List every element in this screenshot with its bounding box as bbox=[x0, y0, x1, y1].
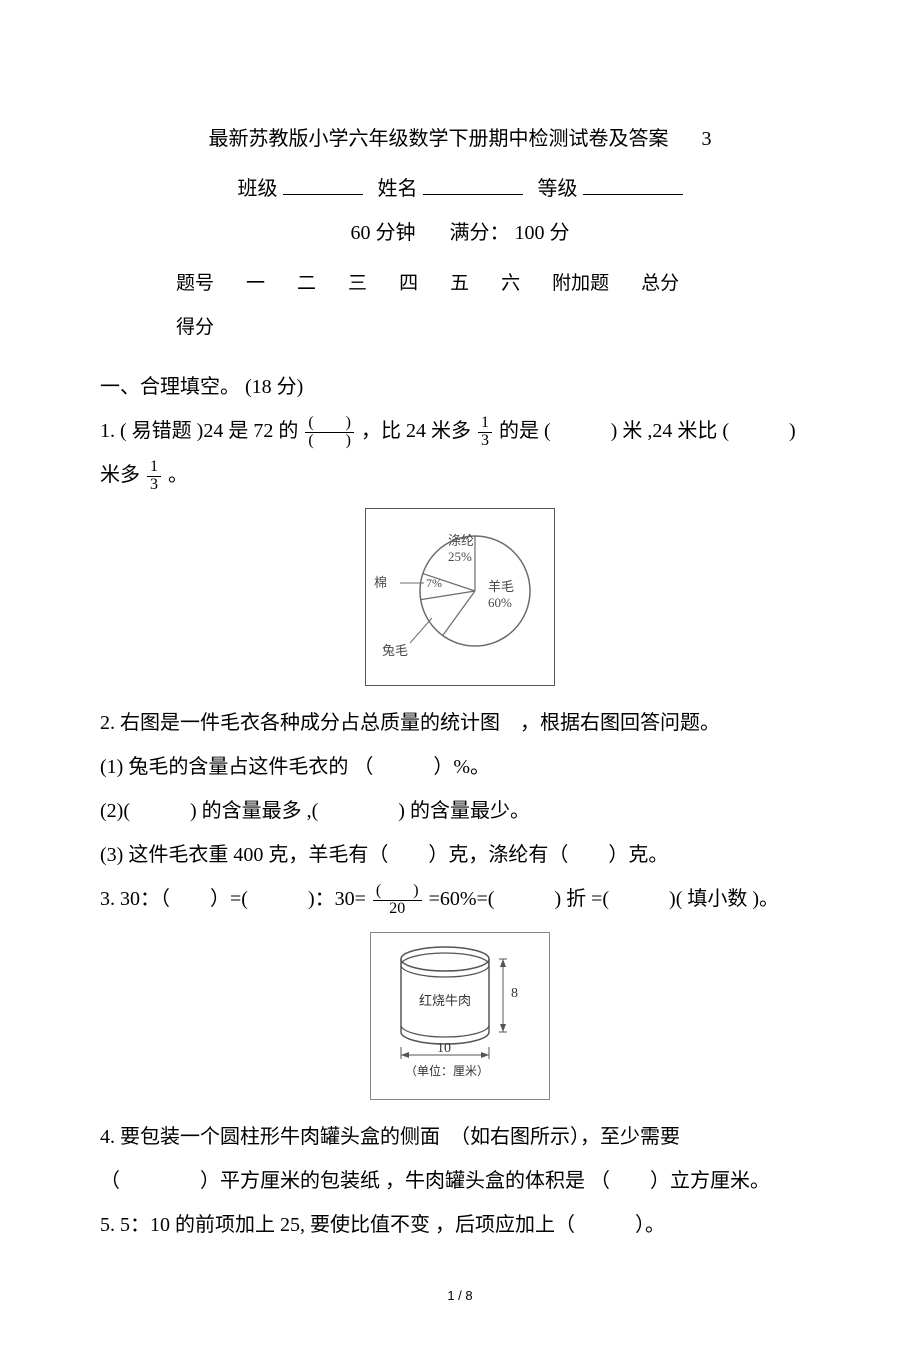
pie-label-dacron: 涤纶 bbox=[448, 533, 474, 548]
q3-frac-den: 20 bbox=[373, 901, 422, 918]
pie-sep-rabbit-end bbox=[421, 591, 475, 600]
pie-label-rabbit: 兔毛 bbox=[382, 643, 408, 658]
question-4-line1: 4. 要包装一个圆柱形牛肉罐头盒的侧面 （如右图所示），至少需要 bbox=[100, 1118, 820, 1156]
can-figure-box: 红烧牛肉 8 10 （单位：厘米） bbox=[370, 932, 550, 1100]
question-2-2: (2)( ) 的含量最多 ,( ) 的含量最少。 bbox=[100, 792, 820, 830]
q3-frac-num: ( ) bbox=[373, 883, 422, 901]
question-2-3: (3) 这件毛衣重 400 克，羊毛有（ ）克，涤纶有（ ）克。 bbox=[100, 836, 820, 874]
can-height-arrow-up bbox=[500, 959, 506, 967]
question-3: 3. 30：（ ）=( )：30= ( ) 20 =60%=( ) 折 =( )… bbox=[100, 880, 820, 918]
pie-figure-wrap: 涤纶 25% 羊毛 60% 棉 7% 兔毛 bbox=[100, 508, 820, 686]
student-info-row: 班级 姓名 等级 bbox=[100, 170, 820, 208]
can-height-arrow-down bbox=[500, 1024, 506, 1032]
q1-line2b: 。 bbox=[168, 464, 188, 486]
pie-sep-wool-end bbox=[443, 591, 475, 636]
class-label: 班级 bbox=[238, 178, 278, 200]
pie-label-cotton: 棉 bbox=[374, 575, 387, 590]
score-header-7: 附加题 bbox=[536, 262, 625, 306]
score-header-1: 一 bbox=[230, 262, 281, 306]
grade-label: 等级 bbox=[538, 178, 578, 200]
grade-blank[interactable] bbox=[583, 175, 683, 195]
question-1-line2: 米多 1 3 。 bbox=[100, 456, 820, 494]
name-label: 姓名 bbox=[378, 178, 418, 200]
score-header-row: 题号 一 二 三 四 五 六 附加题 总分 bbox=[160, 262, 695, 306]
q1-mid2: 的是 ( ) 米 ,24 米比 ( ) bbox=[499, 420, 796, 442]
score-header-3: 三 bbox=[332, 262, 383, 306]
can-unit: （单位：厘米） bbox=[405, 1063, 489, 1078]
q1-frac-1-3b: 1 3 bbox=[147, 459, 161, 494]
score-header-2: 二 bbox=[281, 262, 332, 306]
question-5: 5. 5：10 的前项加上 25, 要使比值不变 ，后项应加上（ ）。 bbox=[100, 1206, 820, 1244]
can-rim-ellipse bbox=[401, 953, 489, 977]
can-height-value: 8 bbox=[511, 986, 518, 1001]
title-main: 最新苏教版小学六年级数学下册期中检测试卷及答案 bbox=[209, 128, 669, 150]
time-text: 60 分钟 bbox=[351, 222, 416, 244]
q3-post: =60%=( ) 折 =( )( 填小数 )。 bbox=[429, 888, 779, 910]
full-label: 满分： bbox=[450, 222, 510, 244]
can-figure-wrap: 红烧牛肉 8 10 （单位：厘米） bbox=[100, 932, 820, 1100]
can-label: 红烧牛肉 bbox=[419, 993, 471, 1008]
q1-frac-1-3a: 1 3 bbox=[478, 415, 492, 450]
page-number: 1 / 8 bbox=[100, 1284, 820, 1309]
pie-label-wool: 羊毛 bbox=[488, 579, 514, 594]
pie-leader-rabbit bbox=[410, 618, 432, 643]
q1-pre: 1. ( 易错题 )24 是 72 的 bbox=[100, 420, 298, 442]
q1-frac-num: ( ) bbox=[305, 415, 354, 433]
q3-pre: 3. 30：（ ）=( )：30= bbox=[100, 888, 366, 910]
question-1: 1. ( 易错题 )24 是 72 的 ( ) ( ) ，比 24 米多 1 3… bbox=[100, 412, 820, 450]
pie-figure-box: 涤纶 25% 羊毛 60% 棉 7% 兔毛 bbox=[365, 508, 555, 686]
can-width-arrow-right bbox=[481, 1052, 489, 1058]
can-width-value: 10 bbox=[437, 1041, 451, 1056]
q1-line2a: 米多 bbox=[100, 464, 140, 486]
q1-frac-den: ( ) bbox=[305, 433, 354, 450]
score-header-8: 总分 bbox=[625, 262, 695, 306]
section1-title: 一、合理填空。 (18 分) bbox=[100, 368, 820, 406]
q1-mid1: ，比 24 米多 bbox=[361, 420, 471, 442]
title-suffix: 3 bbox=[702, 120, 712, 158]
can-top-ellipse bbox=[401, 947, 489, 971]
question-4-line2: （ ）平方厘米的包装纸 ，牛肉罐头盒的体积是 （ ）立方厘米。 bbox=[100, 1162, 820, 1200]
question-2-intro: 2. 右图是一件毛衣各种成分占总质量的统计图 ，根据右图回答问题。 bbox=[100, 704, 820, 742]
question-2-1: (1) 兔毛的含量占这件毛衣的 （ ）%。 bbox=[100, 748, 820, 786]
score-header-4: 四 bbox=[383, 262, 434, 306]
exam-title: 最新苏教版小学六年级数学下册期中检测试卷及答案 3 bbox=[100, 120, 820, 158]
score-header-5: 五 bbox=[434, 262, 485, 306]
score-value-row: 得分 bbox=[160, 306, 695, 350]
can-bottom-rim bbox=[401, 1025, 489, 1037]
pie-label-wool-pct: 60% bbox=[488, 595, 512, 610]
score-header-0: 题号 bbox=[160, 262, 230, 306]
can-width-arrow-left bbox=[401, 1052, 409, 1058]
pie-label-cotton-pct: 7% bbox=[426, 576, 442, 590]
score-header-6: 六 bbox=[485, 262, 536, 306]
score-row-label: 得分 bbox=[160, 306, 230, 350]
score-table: 题号 一 二 三 四 五 六 附加题 总分 得分 bbox=[160, 262, 695, 350]
can-svg: 红烧牛肉 8 10 （单位：厘米） bbox=[375, 937, 545, 1082]
timing-row: 60 分钟 满分： 100 分 bbox=[100, 214, 820, 252]
q1-big-fraction: ( ) ( ) bbox=[305, 415, 354, 450]
full-value: 100 分 bbox=[515, 222, 570, 244]
q3-fraction: ( ) 20 bbox=[373, 883, 422, 918]
pie-label-dacron-pct: 25% bbox=[448, 549, 472, 564]
pie-svg: 涤纶 25% 羊毛 60% 棉 7% 兔毛 bbox=[370, 513, 550, 668]
class-blank[interactable] bbox=[283, 175, 363, 195]
name-blank[interactable] bbox=[423, 175, 523, 195]
